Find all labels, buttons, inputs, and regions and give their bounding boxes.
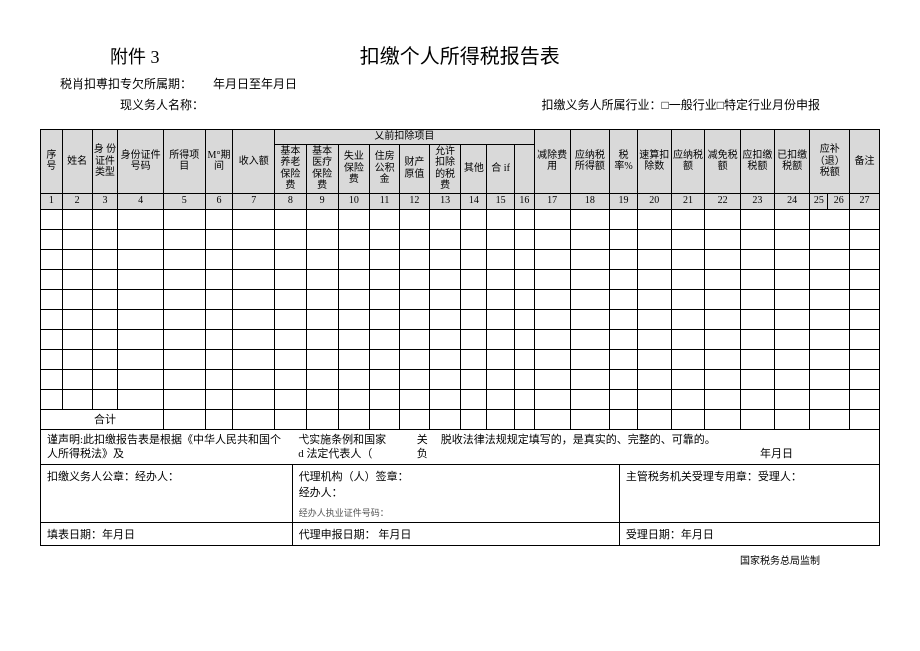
statement-c: 关 负: [410, 430, 435, 465]
statement-d: 脱收法律法规规定填写的，是真实的、完整的、可靠的。 人）签字：年月日: [435, 430, 880, 465]
col-blank16: [514, 144, 534, 193]
col-pension: 基本养老保险费: [275, 144, 307, 193]
col-income-item: 所得项目: [163, 130, 205, 194]
industry-label: 扣缴义务人所属行业：□一般行业□特定行业月份申报: [542, 96, 821, 113]
col-other: 其他: [461, 144, 487, 193]
colnum-2: 2: [62, 193, 92, 209]
colnum-8: 8: [275, 193, 307, 209]
col-medical: 基本医疗保险费: [306, 144, 338, 193]
colnum-26: 26: [828, 193, 850, 209]
colnum-4: 4: [118, 193, 164, 209]
colnum-12: 12: [399, 193, 429, 209]
footer-table: 谨声明:此扣缴报告表是根据《中华人民共和国个人所得税法》及 弋实施条例和国家 d…: [40, 430, 880, 547]
table-row: [41, 249, 880, 269]
col-income: 收入额: [233, 130, 275, 194]
table-row: [41, 389, 880, 409]
accept-date: 受理日期：年月日: [619, 523, 879, 546]
col-pre-deduct-group: 乂前扣除项目: [275, 130, 535, 145]
table-row: [41, 349, 880, 369]
seal-left: 扣缴义务人公章：经办人：: [41, 465, 293, 523]
fill-date: 填表日期：年月日: [41, 523, 293, 546]
table-row: [41, 369, 880, 389]
page-title: 扣缴个人所得税报告表: [360, 40, 680, 69]
col-rate: 税率%: [610, 130, 638, 194]
col-taxable-income: 应纳税所得额: [570, 130, 610, 194]
total-label: 合计: [41, 409, 164, 429]
table-row: [41, 269, 880, 289]
colnum-19: 19: [610, 193, 638, 209]
colnum-15: 15: [487, 193, 515, 209]
seal-right: 主管税务机关受理专用章：受理人：: [619, 465, 879, 523]
colnum-10: 10: [338, 193, 370, 209]
colnum-9: 9: [306, 193, 338, 209]
col-allow-deduct: 允许扣除的税费: [429, 144, 461, 193]
col-idno: 身份证件号码: [118, 130, 164, 194]
col-deduct-fee: 减除费用: [534, 130, 570, 194]
table-row: [41, 329, 880, 349]
colnum-6: 6: [205, 193, 233, 209]
col-subtotal: 合 if: [487, 144, 515, 193]
col-unemploy: 失业保险费: [338, 144, 370, 193]
colnum-27: 27: [850, 193, 880, 209]
colnum-21: 21: [671, 193, 705, 209]
period-value: 年月日至年月日: [213, 77, 297, 91]
colnum-7: 7: [233, 193, 275, 209]
col-period: M°期间: [205, 130, 233, 194]
col-idtype: 身 份证件类型: [92, 130, 118, 194]
tax-report-table: 序号 姓名 身 份证件类型 身份证件号码 所得项目 M°期间 收入额 乂前扣除项…: [40, 129, 880, 430]
colnum-25: 25: [810, 193, 828, 209]
colnum-18: 18: [570, 193, 610, 209]
colnum-24: 24: [774, 193, 810, 209]
colnum-17: 17: [534, 193, 570, 209]
col-tax-reduce: 减免税额: [705, 130, 741, 194]
supervise-label: 国家税务总局监制: [40, 552, 880, 567]
col-should-withhold: 应扣缴税额: [741, 130, 775, 194]
total-row: 合计: [41, 409, 880, 429]
table-row: [41, 309, 880, 329]
col-quick-deduct: 速算扣除数: [637, 130, 671, 194]
col-remark: 备注: [850, 130, 880, 194]
agent-date: 代理申报日期： 年月日: [292, 523, 619, 546]
colnum-22: 22: [705, 193, 741, 209]
colnum-5: 5: [163, 193, 205, 209]
table-row: [41, 209, 880, 229]
statement-a: 谨声明:此扣缴报告表是根据《中华人民共和国个人所得税法》及: [41, 430, 293, 465]
col-refund: 应补（退）税额: [810, 130, 850, 194]
colnum-11: 11: [370, 193, 400, 209]
col-property: 财产原值: [399, 144, 429, 193]
colnum-16: 16: [514, 193, 534, 209]
colnum-1: 1: [41, 193, 63, 209]
seal-mid: 代理机构（人）签章： 经办人：: [292, 465, 619, 504]
table-row: [41, 229, 880, 249]
colnum-23: 23: [741, 193, 775, 209]
table-row: [41, 289, 880, 309]
col-housing: 住房公积金: [370, 144, 400, 193]
colnum-13: 13: [429, 193, 461, 209]
payer-name-label: 现义务人名称：: [120, 96, 204, 113]
col-withheld: 已扣缴税额: [774, 130, 810, 194]
period-label: 税肖扣尃扣专欠所属期：: [60, 77, 192, 91]
col-seq: 序号: [41, 130, 63, 194]
statement-b: 弋实施条例和国家 d 法定代表人（: [292, 430, 409, 465]
colnum-14: 14: [461, 193, 487, 209]
seal-mid3: 经办人执业证件号码：: [292, 503, 619, 523]
colnum-3: 3: [92, 193, 118, 209]
col-name: 姓名: [62, 130, 92, 194]
colnum-20: 20: [637, 193, 671, 209]
attachment-label: 附件 3: [110, 43, 160, 69]
col-tax-payable: 应纳税额: [671, 130, 705, 194]
